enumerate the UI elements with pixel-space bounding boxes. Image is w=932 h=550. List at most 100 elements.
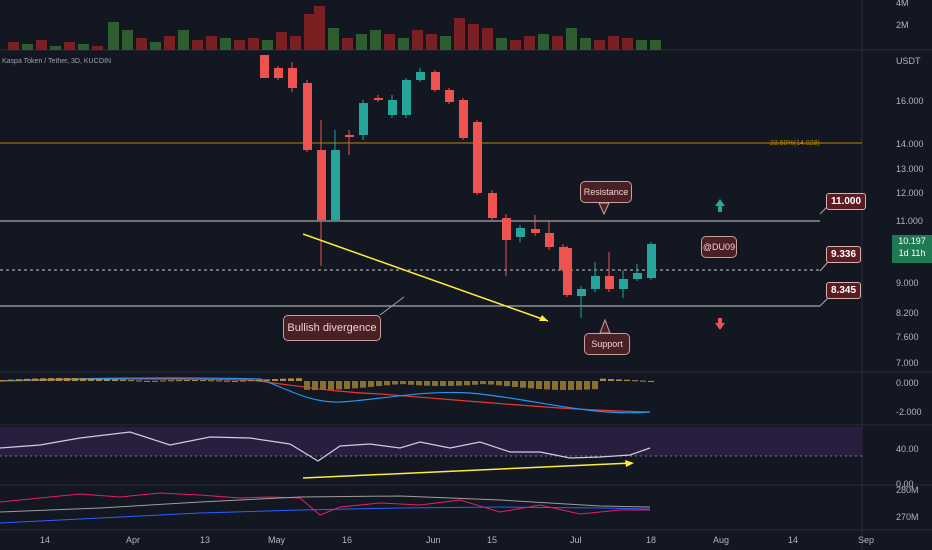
price-axis-label: 13.000 [896,164,924,174]
price-axis-label: 8.200 [896,308,919,318]
volume-bar [496,38,507,50]
author-tag[interactable]: @DU09 [701,236,737,258]
candle-body [431,72,440,90]
macd-histogram-bar [168,380,174,382]
time-axis-label: 13 [200,535,210,545]
macd-histogram-bar [608,379,614,381]
volume-bar [538,34,549,50]
volume-bar [22,44,33,50]
macd-histogram-bar [504,381,510,387]
macd-histogram-bar [416,381,422,386]
macd-histogram-bar [176,380,182,382]
level-tag-high[interactable]: 11.000 [826,193,867,210]
macd-histogram-bar [128,380,134,382]
volume-bar [342,38,353,50]
volume-bar [248,38,259,50]
volume-bar [304,14,315,50]
macd-histogram-bar [440,381,446,386]
volume-bar [50,46,61,50]
macd-histogram-bar [640,380,646,382]
volume-bar [276,32,287,50]
macd-histogram-bar [120,379,126,381]
time-axis-label: 14 [40,535,50,545]
macd-histogram-bar [560,381,566,390]
volume-bar [356,34,367,50]
candle-body [577,289,586,296]
macd-histogram-bar [432,381,438,386]
volume-bar [206,36,217,50]
support-callout[interactable]: Support [584,333,630,355]
divergence-arrowhead-rsi [625,460,634,467]
time-axis-label: May [268,535,286,545]
macd-histogram-bar [160,380,166,382]
time-axis-label: Jun [426,535,441,545]
candle-body [388,100,397,115]
current-price-countdown: 1d 11h [898,248,926,258]
macd-histogram-bar [528,381,534,389]
obv-line [0,492,650,516]
price-axis-label: 11.000 [896,216,923,226]
obv-ma2-line [0,495,651,513]
macd-histogram-bar [48,378,54,381]
bullish-divergence-callout[interactable]: Bullish divergence [283,315,381,341]
volume-bar [220,38,231,50]
volume-bar [136,38,147,50]
macd-histogram-bar [56,378,62,381]
divergence-callout-line [379,296,405,316]
macd-histogram-bar [384,381,390,386]
volume-axis-label: 4M [896,0,909,8]
macd-histogram-bar [72,378,78,381]
price-axis-label: 9.000 [896,278,919,288]
volume-bar [510,40,521,50]
candle-body [331,150,340,220]
candle-body [445,90,454,102]
macd-histogram-bar [272,379,278,381]
macd-histogram-bar [448,381,454,386]
macd-histogram-bar [512,381,518,387]
candle-body [531,229,540,233]
candle-body [288,68,297,88]
current-price-value: 10.197 [898,236,926,246]
volume-bar [440,36,451,50]
volume-bar [426,34,437,50]
candle-body [260,55,269,78]
volume-bar [370,30,381,50]
level-tag-low[interactable]: 8.345 [826,282,862,299]
price-axis-label: 14.000 [896,139,924,149]
macd-histogram-bar [552,381,558,390]
volume-axis-label: 2M [896,20,909,30]
volume-bar [108,22,119,50]
current-price-tag: 10.197 1d 11h [892,235,932,263]
macd-histogram-bar [24,378,30,381]
macd-histogram-bar [336,381,342,390]
macd-histogram-bar [240,380,246,382]
candle-body [647,244,656,278]
price-axis-label: 16.000 [896,96,924,106]
level-tag-mid[interactable]: 9.336 [826,246,862,263]
volume-bar [8,42,19,50]
macd-histogram-bar [536,381,542,389]
candle-body [317,150,326,220]
divergence-arrow-rsi [302,462,633,479]
time-axis-label: Sep [858,535,874,545]
volume-bar [594,40,605,50]
macd-histogram-bar [216,380,222,382]
macd-histogram-bar [624,379,630,381]
macd-histogram-bar [616,379,622,381]
candle-body [359,103,368,135]
fib-label: 23.60%(14.028) [770,140,820,147]
axis-currency: USDT [896,56,921,66]
volume-bars [8,6,661,50]
macd-axis-label: 0.000 [896,378,919,388]
macd-histogram-bar [312,381,318,390]
resistance-callout[interactable]: Resistance [580,181,632,203]
candle-body [633,273,642,279]
candle-body [605,276,614,289]
macd-histogram-bar [64,378,70,381]
symbol-header: Kaspa Token / Tether, 3D, KUCOIN [2,58,111,65]
candle-body [545,233,554,247]
volume-bar [92,46,103,50]
time-axis-label: Apr [126,535,140,545]
volume-bar [64,42,75,50]
